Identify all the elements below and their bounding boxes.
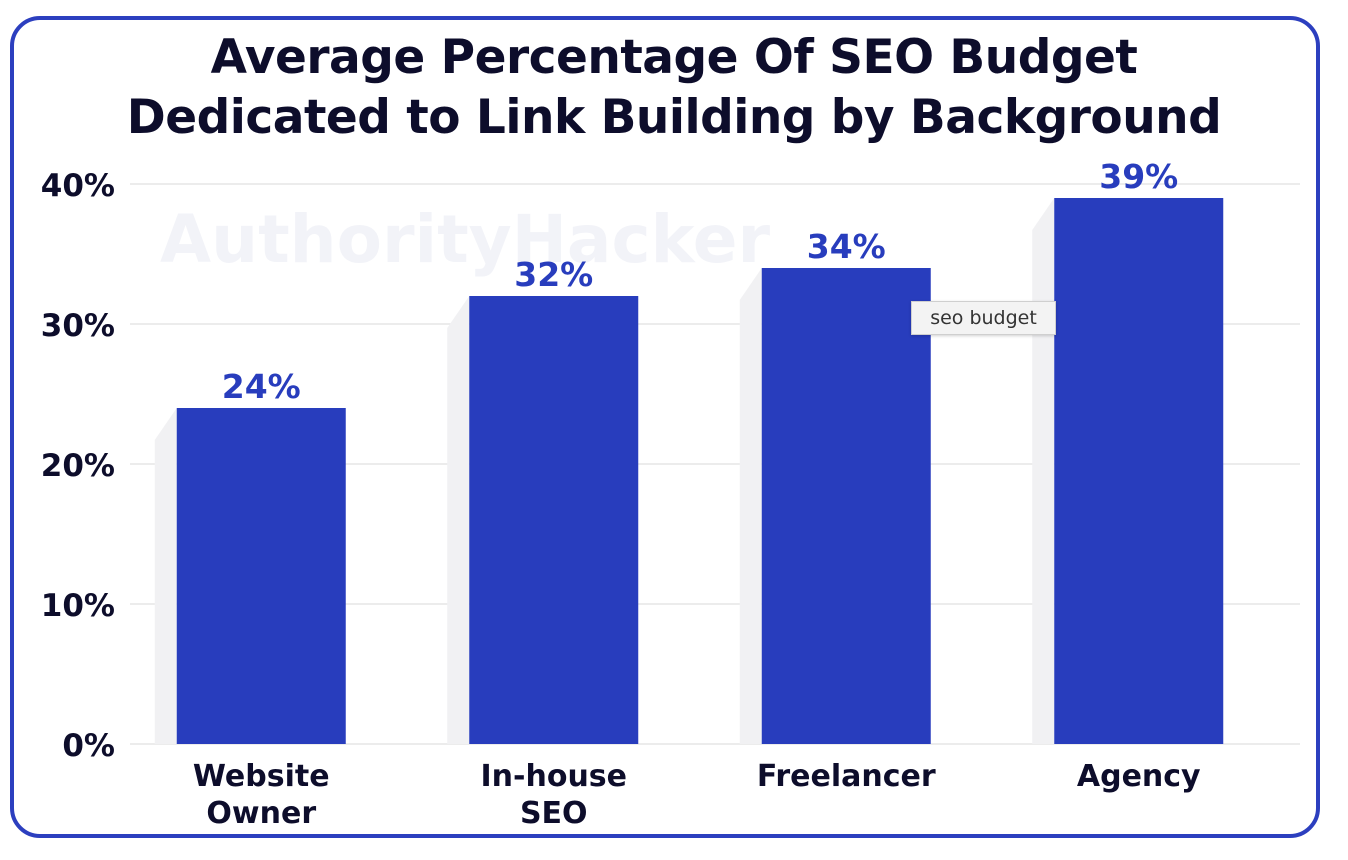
x-tick-label: Website <box>193 759 330 794</box>
x-tick-label: Agency <box>1077 759 1201 794</box>
x-tick-label: SEO <box>520 796 588 831</box>
value-label: 32% <box>514 255 593 294</box>
value-label: 34% <box>807 227 886 266</box>
y-tick-label: 40% <box>41 168 115 204</box>
y-tick-label: 10% <box>41 588 115 624</box>
bar-shadow <box>447 296 470 744</box>
x-tick-label: In-house <box>481 759 628 794</box>
tooltip: seo budget <box>911 301 1056 335</box>
bar <box>469 296 639 744</box>
y-tick-label: 0% <box>62 728 115 764</box>
value-label: 24% <box>222 367 301 406</box>
watermark: AuthorityHacker <box>160 201 770 278</box>
bar-shadow <box>154 408 177 744</box>
bar <box>1054 198 1224 744</box>
value-label: 39% <box>1099 157 1178 196</box>
x-tick-label: Freelancer <box>757 759 936 794</box>
chart-title: Average Percentage Of SEO Budget Dedicat… <box>0 28 1348 148</box>
bar-shadow <box>739 268 762 744</box>
bar-shadow <box>1032 198 1055 744</box>
y-tick-label: 20% <box>41 448 115 484</box>
chart-title-line-2: Dedicated to Link Building by Background <box>126 90 1222 145</box>
y-tick-label: 30% <box>41 308 115 344</box>
x-tick-label: Owner <box>206 796 316 831</box>
bar <box>761 268 931 744</box>
chart-title-line-1: Average Percentage Of SEO Budget <box>210 30 1138 85</box>
bar <box>176 408 346 744</box>
